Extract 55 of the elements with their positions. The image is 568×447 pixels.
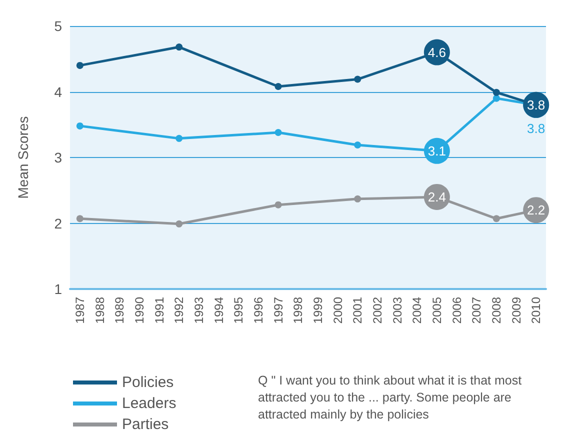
point: [274, 82, 282, 90]
x-tick-label: 2008: [489, 296, 504, 324]
x-tick-label: 1988: [92, 296, 107, 324]
x-tick-label: 1991: [152, 296, 166, 324]
y-tick-label: 3: [54, 150, 62, 166]
y-axis-title: Mean Scores: [15, 116, 31, 199]
x-tick-label: 2007: [470, 296, 484, 324]
x-tick-label: 1993: [192, 296, 206, 324]
point: [176, 134, 183, 142]
x-tick-label: 1999: [310, 296, 325, 324]
y-tick-label: 1: [54, 281, 62, 297]
x-tick-label: 1992: [172, 296, 186, 324]
x-tick-label: 1998: [291, 296, 306, 324]
text: Q " I want you to think about what it is that most attracted you to the ... party. Some people are attracted mainly by the policies: [258, 374, 526, 422]
point: [76, 62, 84, 69]
data-label: 2.4: [428, 189, 446, 204]
y-tick-label: 2: [54, 215, 62, 232]
x-tick-label: 1989: [112, 296, 127, 324]
point: [354, 142, 362, 149]
data-label: 3.8: [527, 97, 546, 112]
x-tick-label: 2003: [390, 296, 404, 324]
data-label: 4.6: [428, 44, 446, 60]
x-tick-label: 2004: [410, 296, 424, 324]
point: [354, 195, 362, 202]
data-label: 3.8: [527, 120, 546, 136]
x-tick-label: 1995: [232, 296, 246, 324]
x-tick-label: 2010: [529, 296, 544, 324]
point: [492, 88, 500, 96]
x-tick-label: 1990: [132, 296, 146, 324]
x-tick-label: 2002: [370, 296, 384, 324]
point: [354, 76, 362, 83]
x-tick-label: 1994: [212, 296, 226, 324]
legend-label: Parties: [122, 416, 169, 433]
x-tick-label: 1997: [271, 296, 286, 324]
x-tick-label: 1987: [72, 296, 87, 324]
point: [492, 94, 500, 102]
point: [176, 220, 183, 228]
point: [76, 122, 84, 130]
point: [492, 215, 500, 222]
data-label: 3.1: [428, 143, 446, 158]
point: [274, 129, 282, 136]
y-tick-label: 4: [54, 84, 62, 100]
x-tick-label: 2000: [330, 296, 345, 324]
y-tick-label: 5: [54, 18, 62, 34]
x-tick-label: 2005: [430, 296, 444, 324]
point: [274, 201, 282, 208]
point: [176, 44, 183, 51]
legend-label: Leaders: [122, 395, 176, 412]
data-label: 2.2: [527, 202, 546, 218]
point: [76, 215, 84, 222]
legend-label: Policies: [122, 374, 174, 391]
x-tick-label: 1996: [251, 296, 266, 324]
x-tick-label: 2001: [350, 296, 365, 324]
x-tick-label: 2006: [450, 296, 464, 324]
x-tick-label: 2009: [509, 296, 524, 324]
